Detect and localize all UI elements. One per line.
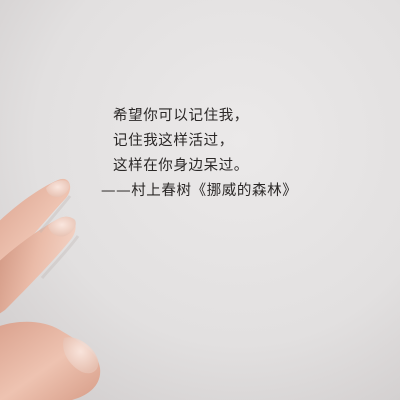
thumb bbox=[0, 321, 101, 400]
quote-line: 记住我这样活过， bbox=[113, 133, 234, 149]
quote-attribution: ——村上春树《挪威的森林》 bbox=[101, 183, 298, 199]
finger-middle bbox=[0, 216, 76, 314]
quote-line: 这样在你身边呆过。 bbox=[113, 158, 249, 174]
quote-line: 希望你可以记住我， bbox=[113, 108, 249, 124]
quote-text: 希望你可以记住我， 记住我这样活过， 这样在你身边呆过。 ——村上春树《挪威的森… bbox=[101, 104, 373, 204]
